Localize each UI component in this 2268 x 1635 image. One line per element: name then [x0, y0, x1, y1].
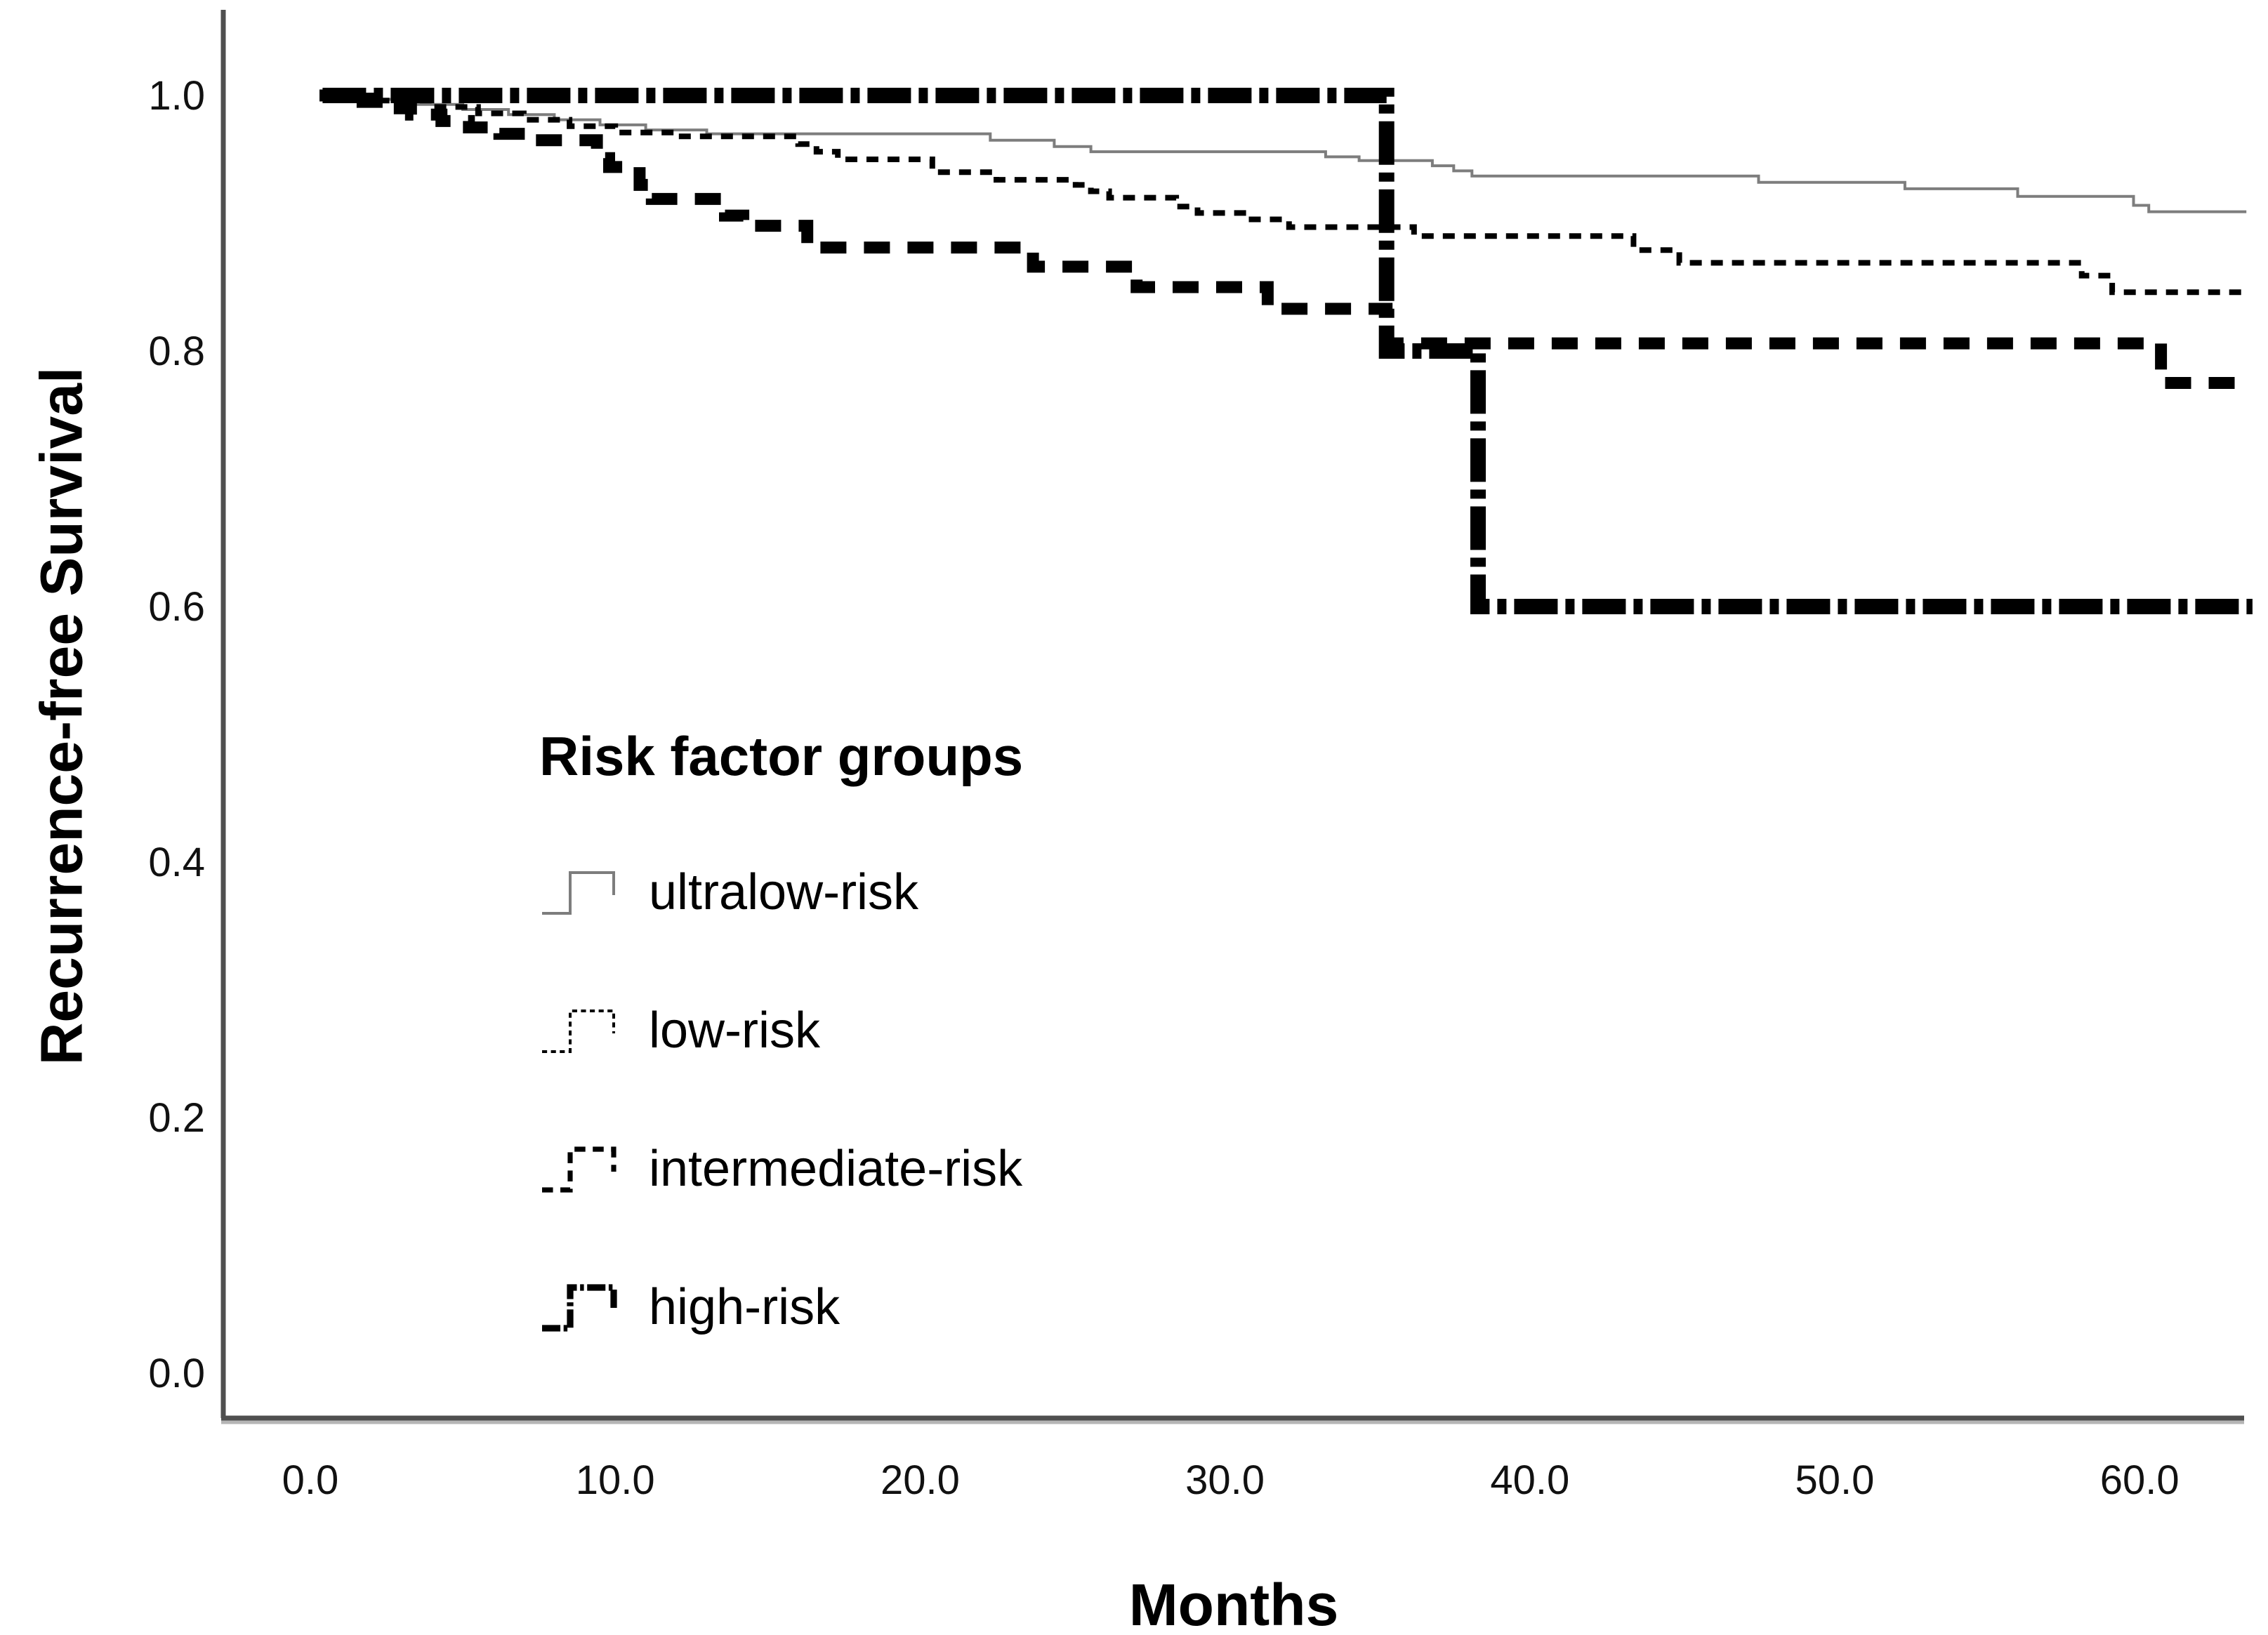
- curve-intermediate-risk: [319, 89, 2243, 389]
- svg-text:10.0: 10.0: [576, 1457, 655, 1503]
- y-tick-labels: 0.0 0.2 0.4 0.6 0.8 1.0: [148, 73, 205, 1396]
- high-risk-line-sample: [542, 1284, 617, 1332]
- legend-entry-high: high-risk: [539, 1273, 1023, 1342]
- y-axis-title: Recurrence-free Survival: [28, 366, 95, 1066]
- legend-entry-low: low-risk: [539, 996, 1023, 1065]
- series-lines: [319, 88, 2253, 614]
- legend-label-low: low-risk: [649, 1002, 820, 1059]
- svg-text:20.0: 20.0: [881, 1457, 960, 1503]
- svg-text:1.0: 1.0: [148, 73, 205, 119]
- svg-text:0.0: 0.0: [148, 1351, 205, 1396]
- legend-label-ultralow: ultralow-risk: [649, 864, 919, 920]
- svg-text:60.0: 60.0: [2100, 1457, 2180, 1503]
- svg-text:0.8: 0.8: [148, 329, 205, 374]
- plot-axes: [220, 10, 2244, 1424]
- curve-ultralow-risk: [319, 94, 2247, 213]
- legend-entry-intermediate: intermediate-risk: [539, 1134, 1023, 1203]
- svg-text:30.0: 30.0: [1185, 1457, 1265, 1503]
- ultralow-risk-line-sample: [542, 871, 615, 915]
- legend-entry-ultralow: ultralow-risk: [539, 858, 1023, 927]
- low-risk-line-sample: [542, 1010, 615, 1053]
- svg-text:50.0: 50.0: [1795, 1457, 1875, 1503]
- x-axis-title: Months: [1128, 1572, 1339, 1635]
- curve-high-risk: [322, 88, 2253, 614]
- curve-low-risk: [319, 93, 2243, 296]
- svg-text:0.4: 0.4: [148, 840, 205, 885]
- svg-text:0.6: 0.6: [148, 584, 205, 630]
- svg-text:0.2: 0.2: [148, 1095, 205, 1141]
- svg-text:40.0: 40.0: [1490, 1457, 1569, 1503]
- legend-label-high: high-risk: [649, 1279, 840, 1335]
- x-tick-labels: 0.0 10.0 20.0 30.0 40.0 50.0 60.0: [282, 1457, 2180, 1503]
- legend-label-intermediate: intermediate-risk: [649, 1141, 1023, 1197]
- legend: Risk factor groups ultralow-risk low-ris…: [539, 724, 1023, 1342]
- legend-title: Risk factor groups: [539, 725, 1024, 787]
- svg-text:0.0: 0.0: [282, 1457, 339, 1503]
- intermediate-risk-line-sample: [542, 1146, 617, 1193]
